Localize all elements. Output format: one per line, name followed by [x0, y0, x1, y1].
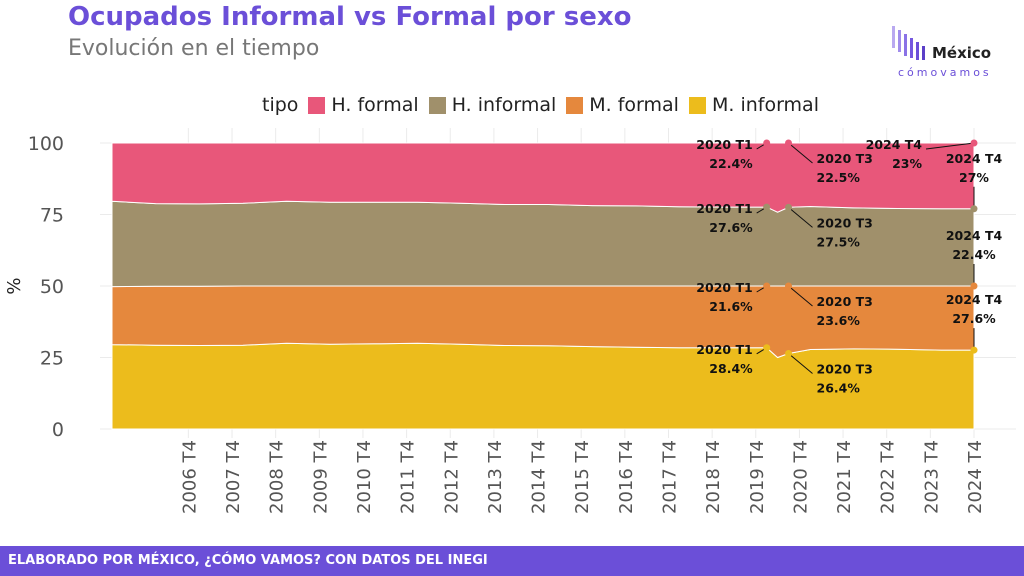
annotation-period: 2024 T4	[946, 228, 1003, 243]
annotation-period: 2020 T3	[817, 361, 873, 376]
annotation-value: 22.4%	[952, 247, 996, 262]
logo-subtitle: cómovamos	[898, 66, 992, 79]
legend-label-h-formal: H. formal	[331, 94, 419, 116]
y-tick-label: 0	[52, 419, 64, 441]
annotation-value: 23%	[892, 156, 922, 171]
annotation-period: 2020 T3	[817, 151, 873, 166]
x-tick-label: 2015 T4	[572, 440, 593, 514]
logo-bars-icon	[892, 26, 925, 60]
x-tick-label: 2019 T4	[747, 440, 768, 514]
annotation-period: 2020 T1	[696, 201, 752, 216]
y-tick-label: 50	[40, 276, 64, 298]
chart-title: Ocupados Informal vs Formal por sexo	[68, 2, 632, 32]
x-tick-label: 2023 T4	[921, 440, 942, 514]
annotation-point	[970, 139, 978, 147]
x-tick-label: 2020 T4	[790, 440, 811, 514]
annotation-period: 2024 T4	[946, 292, 1003, 307]
x-tick-label: 2021 T4	[834, 440, 855, 514]
y-tick-label: 25	[40, 348, 64, 370]
y-tick-label: 75	[40, 205, 64, 227]
x-tick-label: 2012 T4	[441, 440, 462, 514]
y-axis-label: %	[4, 277, 25, 294]
annotation-value: 28.4%	[709, 361, 753, 376]
annotation-period: 2020 T1	[696, 342, 752, 357]
legend-label-h-informal: H. informal	[451, 94, 557, 116]
annotation-period: 2020 T3	[817, 294, 873, 309]
mexico-como-vamos-logo: México cómovamos	[890, 22, 1008, 84]
annotation-value: 22.5%	[817, 170, 861, 185]
annotation-point	[763, 139, 771, 147]
annotation-point	[785, 203, 793, 211]
stacked-area-chart: 0 25 50 75 100% 2006 T4 2007 T4 2008 T4 2009 T4 2…	[4, 128, 1016, 514]
legend-swatch-m-formal	[566, 96, 584, 114]
x-tick-label: 2022 T4	[878, 440, 899, 514]
x-tick-label: 2016 T4	[616, 440, 637, 514]
annotation-period: 2024 T4	[866, 137, 923, 152]
annotation-point	[785, 282, 793, 290]
annotation-value: 27.6%	[709, 220, 753, 235]
x-tick-label: 2007 T4	[223, 440, 244, 514]
annotation-leader	[788, 142, 813, 164]
legend-swatch-m-informal	[688, 96, 706, 114]
annotation-point	[763, 203, 771, 211]
annotation-point	[763, 282, 771, 290]
x-tick-label: 2008 T4	[267, 440, 288, 514]
annotation-period: 2020 T3	[817, 215, 873, 230]
annotation-leader	[788, 285, 813, 307]
legend-label-m-formal: M. formal	[589, 94, 679, 116]
x-tick-label: 2018 T4	[703, 440, 724, 514]
annotation-value: 27.6%	[952, 311, 996, 326]
annotation-value: 26.4%	[817, 380, 861, 395]
chart-subtitle: Evolución en el tiempo	[68, 36, 320, 61]
x-tick-label: 2013 T4	[485, 440, 506, 514]
logo-word: México	[932, 44, 992, 62]
annotation-value: 27.5%	[817, 234, 861, 249]
legend-title: tipo	[262, 94, 299, 116]
annotation-leader	[788, 206, 813, 228]
annotation-period: 2020 T1	[696, 137, 752, 152]
footer-credit: ELABORADO POR MÉXICO, ¿CÓMO VAMOS? CON D…	[0, 546, 1024, 576]
x-tick-label: 2009 T4	[310, 440, 331, 514]
legend-swatch-h-formal	[308, 96, 326, 114]
legend-label-m-informal: M. informal	[711, 94, 819, 116]
x-tick-label: 2017 T4	[659, 440, 680, 514]
y-tick-label: 100	[28, 133, 64, 155]
x-tick-label: 2024 T4	[965, 440, 986, 514]
annotation-point	[970, 282, 978, 290]
legend: tipo H. formal H. informal M. formal M. …	[262, 92, 819, 118]
annotation-period: 2024 T4	[946, 151, 1003, 166]
annotation-leader	[925, 142, 975, 150]
annotation-value: 22.4%	[709, 156, 753, 171]
annotation-point	[970, 205, 978, 213]
x-tick-label: 2006 T4	[179, 440, 200, 514]
x-tick-label: 2011 T4	[398, 440, 419, 514]
annotation-point	[763, 344, 771, 352]
annotation-point	[785, 139, 793, 147]
annotation-value: 21.6%	[709, 299, 753, 314]
annotation-value: 23.6%	[817, 313, 861, 328]
legend-swatch-h-informal	[428, 96, 446, 114]
annotation-point	[785, 349, 793, 357]
annotation-period: 2020 T1	[696, 280, 752, 295]
annotation-point	[970, 346, 978, 354]
annotation-value: 27%	[959, 170, 989, 185]
x-tick-label: 2014 T4	[529, 440, 550, 514]
annotation-leader	[788, 353, 813, 374]
x-tick-label: 2010 T4	[354, 440, 375, 514]
